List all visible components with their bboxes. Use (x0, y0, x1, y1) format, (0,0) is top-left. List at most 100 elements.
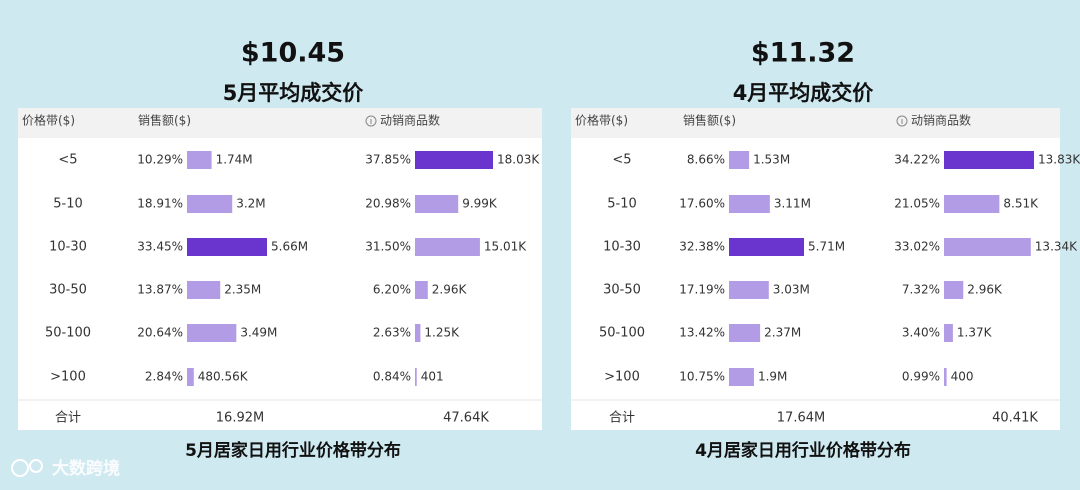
sales-value: 1.9M (758, 370, 787, 384)
price-band: >100 (604, 370, 640, 385)
count-bar (415, 281, 428, 299)
sales-bar (729, 151, 750, 169)
count-share: 33.02% (894, 240, 940, 254)
watermark-icon (11, 459, 29, 477)
total-sales: 17.64M (777, 411, 825, 426)
sales-bar (729, 281, 769, 299)
count-bar (415, 238, 480, 256)
count-bar (944, 324, 953, 342)
count-value: 13.83K (1038, 153, 1080, 167)
sales-bar (187, 281, 221, 299)
count-value: 9.99K (462, 197, 498, 211)
sales-value: 1.53M (753, 153, 790, 167)
sales-value: 2.35M (224, 283, 261, 297)
count-bar (415, 368, 417, 386)
total-count: 47.64K (443, 411, 489, 426)
count-value: 401 (421, 370, 444, 384)
count-value: 15.01K (484, 240, 527, 254)
sales-share: 17.60% (679, 197, 725, 211)
header-cell: 动销商品数 (380, 113, 440, 128)
sales-share: 10.29% (137, 153, 183, 167)
sales-share: 32.38% (679, 240, 725, 254)
count-share: 37.85% (365, 153, 411, 167)
count-bar (944, 151, 1034, 169)
header-cell: 销售额($) (138, 113, 191, 128)
total-count: 40.41K (992, 411, 1038, 426)
price-subtitle: 5月平均成交价 (223, 81, 365, 105)
header-cell: 价格带($) (575, 113, 628, 128)
count-value: 13.34K (1035, 240, 1078, 254)
sales-share: 8.66% (687, 153, 725, 167)
price-band: <5 (612, 153, 631, 168)
price-band: 10-30 (49, 240, 87, 255)
count-value: 2.96K (967, 283, 1003, 297)
total-label: 合计 (55, 411, 81, 426)
count-value: 400 (951, 370, 974, 384)
count-value: 18.03K (497, 153, 540, 167)
price-band: >100 (50, 370, 86, 385)
price-band: 50-100 (45, 326, 91, 341)
sales-bar (729, 195, 770, 213)
sales-value: 3.11M (774, 197, 811, 211)
sales-value: 480.56K (198, 370, 249, 384)
sales-value: 3.03M (773, 283, 810, 297)
price-band: 5-10 (607, 197, 637, 212)
count-value: 2.96K (432, 283, 468, 297)
count-share: 0.99% (902, 370, 940, 384)
count-bar (944, 238, 1031, 256)
header-cell: 销售额($) (683, 113, 736, 128)
sales-bar (729, 324, 761, 342)
count-share: 21.05% (894, 197, 940, 211)
sales-share: 13.42% (679, 326, 725, 340)
price-band: 30-50 (49, 283, 87, 298)
caption: 5月居家日用行业价格带分布 (185, 440, 401, 461)
count-bar (944, 281, 964, 299)
price-band: 10-30 (603, 240, 641, 255)
sales-share: 2.84% (145, 370, 183, 384)
info-icon (896, 115, 908, 127)
count-value: 8.51K (1003, 197, 1039, 211)
sales-bar (187, 195, 233, 213)
count-bar (415, 195, 459, 213)
sales-bar (729, 238, 804, 256)
sales-share: 18.91% (137, 197, 183, 211)
count-bar (944, 195, 1000, 213)
total-sales: 16.92M (216, 411, 264, 426)
count-value: 1.25K (424, 326, 460, 340)
total-label: 合计 (609, 411, 635, 426)
count-share: 7.32% (902, 283, 940, 297)
table-header (18, 108, 542, 138)
watermark: 大数跨境 (52, 458, 120, 479)
price-band: 30-50 (603, 283, 641, 298)
watermark-icon (29, 459, 43, 473)
price-subtitle: 4月平均成交价 (733, 81, 875, 105)
header-cell: 动销商品数 (911, 113, 971, 128)
sales-value: 5.66M (271, 240, 308, 254)
count-share: 31.50% (365, 240, 411, 254)
sales-share: 20.64% (137, 326, 183, 340)
count-share: 6.20% (373, 283, 411, 297)
header-cell: 价格带($) (22, 113, 75, 128)
sales-share: 33.45% (137, 240, 183, 254)
count-share: 3.40% (902, 326, 940, 340)
sales-share: 17.19% (679, 283, 725, 297)
count-share: 20.98% (365, 197, 411, 211)
price-band: 50-100 (599, 326, 645, 341)
count-bar (415, 151, 493, 169)
count-share: 34.22% (894, 153, 940, 167)
price-band: <5 (58, 153, 77, 168)
price-title: $11.32 (751, 38, 855, 69)
count-share: 2.63% (373, 326, 411, 340)
sales-value: 5.71M (808, 240, 845, 254)
sales-bar (187, 151, 212, 169)
count-bar (944, 368, 947, 386)
count-share: 0.84% (373, 370, 411, 384)
sales-bar (187, 324, 237, 342)
sales-bar (729, 368, 754, 386)
sales-value: 2.37M (764, 326, 801, 340)
sales-bar (187, 368, 194, 386)
table-header (571, 108, 1060, 138)
sales-share: 10.75% (679, 370, 725, 384)
